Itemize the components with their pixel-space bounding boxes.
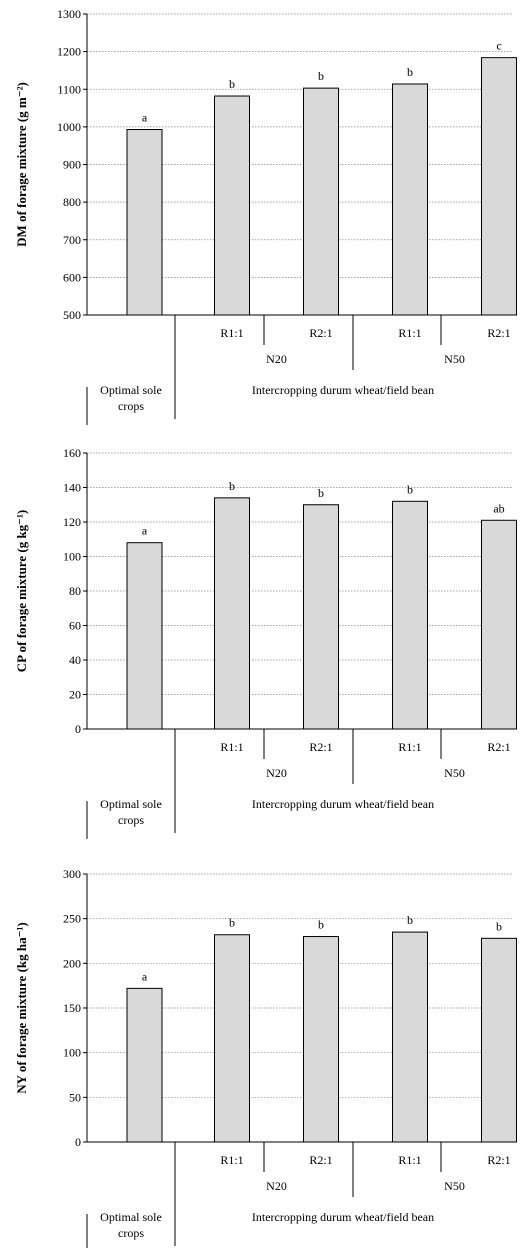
sole-crops-label: Optimal sole bbox=[100, 797, 162, 811]
bar bbox=[303, 87, 339, 316]
y-tick-label: 900 bbox=[63, 158, 81, 172]
significance-letter: b bbox=[318, 69, 324, 83]
significance-letter: b bbox=[318, 486, 324, 500]
y-tick-label: 600 bbox=[63, 270, 81, 284]
ratio-label: R1:1 bbox=[398, 740, 421, 754]
ratio-label: R1:1 bbox=[220, 740, 243, 754]
y-tick-label: 0 bbox=[75, 1135, 81, 1149]
intercropping-label: Intercropping durum wheat/field bean bbox=[252, 383, 434, 397]
n-level-label: N50 bbox=[444, 766, 465, 780]
y-tick-label: 300 bbox=[63, 867, 81, 881]
bar bbox=[126, 542, 163, 730]
y-tick-label: 60 bbox=[69, 619, 81, 633]
bar bbox=[303, 936, 339, 1143]
significance-letter: b bbox=[407, 65, 413, 79]
y-axis-title: NY of forage mixture (kg ha⁻¹) bbox=[14, 922, 29, 1093]
y-tick-label: 700 bbox=[63, 233, 81, 247]
ratio-label: R1:1 bbox=[398, 326, 421, 340]
y-axis-title: DM of forage mixture (g m⁻²) bbox=[14, 82, 29, 247]
significance-letter: b bbox=[407, 482, 413, 496]
ratio-label: R2:1 bbox=[309, 740, 332, 754]
significance-letter: a bbox=[142, 524, 148, 538]
y-tick-label: 50 bbox=[69, 1090, 81, 1104]
significance-letter: c bbox=[496, 39, 501, 53]
n-level-label: N50 bbox=[444, 1179, 465, 1193]
significance-letter: b bbox=[229, 77, 235, 91]
significance-letter: b bbox=[229, 916, 235, 930]
bar bbox=[126, 987, 163, 1143]
y-tick-label: 1100 bbox=[57, 82, 81, 96]
bar bbox=[481, 57, 517, 316]
ratio-label: R1:1 bbox=[220, 1153, 243, 1167]
y-tick-label: 100 bbox=[63, 1046, 81, 1060]
chart-panel-3: 0 50 100 150 200 250 300 a b b b b NY of forage mixt… bbox=[14, 867, 517, 1252]
bar bbox=[392, 83, 428, 316]
significance-letter: b bbox=[496, 919, 502, 933]
ratio-label: R1:1 bbox=[220, 326, 243, 340]
n-level-label: N20 bbox=[266, 1179, 287, 1193]
bar bbox=[481, 937, 517, 1143]
y-axis-title: CP of forage mixture (g kg⁻¹) bbox=[14, 510, 29, 673]
significance-letter: ab bbox=[493, 501, 504, 515]
bar bbox=[214, 934, 250, 1143]
y-tick-label: 20 bbox=[69, 688, 81, 702]
bar bbox=[392, 931, 428, 1143]
bar bbox=[214, 95, 250, 316]
y-tick-label: 140 bbox=[63, 481, 81, 495]
significance-letter: a bbox=[142, 969, 148, 983]
y-tick-label: 120 bbox=[63, 515, 81, 529]
significance-letter: b bbox=[229, 479, 235, 493]
ratio-label: R2:1 bbox=[487, 740, 510, 754]
y-tick-label: 40 bbox=[69, 653, 81, 667]
y-tick-label: 150 bbox=[63, 1001, 81, 1015]
y-tick-label: 100 bbox=[63, 550, 81, 564]
ratio-label: R2:1 bbox=[309, 1153, 332, 1167]
ratio-label: R2:1 bbox=[309, 326, 332, 340]
ratio-label: R2:1 bbox=[487, 326, 510, 340]
y-tick-label: 250 bbox=[63, 912, 81, 926]
sole-crops-label: Optimal sole bbox=[100, 1210, 162, 1224]
y-tick-label: 800 bbox=[63, 195, 81, 209]
significance-letter: a bbox=[142, 111, 148, 125]
bar bbox=[126, 129, 163, 316]
sole-crops-label: crops bbox=[118, 813, 144, 827]
significance-letter: b bbox=[407, 913, 413, 927]
y-tick-label: 200 bbox=[63, 956, 81, 970]
sole-crops-label: crops bbox=[118, 1226, 144, 1240]
n-level-label: N20 bbox=[266, 766, 287, 780]
bar bbox=[303, 504, 339, 730]
chart-panel-1: 500 600 700 800 900 1000 1100 1200 1300 a b b b c DM o… bbox=[14, 7, 517, 425]
significance-letter: b bbox=[318, 918, 324, 932]
ratio-label: R1:1 bbox=[398, 1153, 421, 1167]
n-level-label: N50 bbox=[444, 352, 465, 366]
n-level-label: N20 bbox=[266, 352, 287, 366]
ratio-label: R2:1 bbox=[487, 1153, 510, 1167]
y-tick-label: 1000 bbox=[57, 120, 81, 134]
bar bbox=[481, 519, 517, 730]
bar bbox=[392, 500, 428, 730]
sole-crops-label: Optimal sole bbox=[100, 383, 162, 397]
bar bbox=[214, 497, 250, 730]
y-tick-label: 0 bbox=[75, 722, 81, 736]
y-tick-label: 500 bbox=[63, 308, 81, 322]
intercropping-label: Intercropping durum wheat/field bean bbox=[252, 797, 434, 811]
intercropping-label: Intercropping durum wheat/field bean bbox=[252, 1210, 434, 1224]
y-tick-label: 1200 bbox=[57, 45, 81, 59]
y-tick-label: 80 bbox=[69, 584, 81, 598]
sole-crops-label: crops bbox=[118, 399, 144, 413]
y-tick-label: 160 bbox=[63, 446, 81, 460]
y-tick-label: 1300 bbox=[57, 7, 81, 21]
